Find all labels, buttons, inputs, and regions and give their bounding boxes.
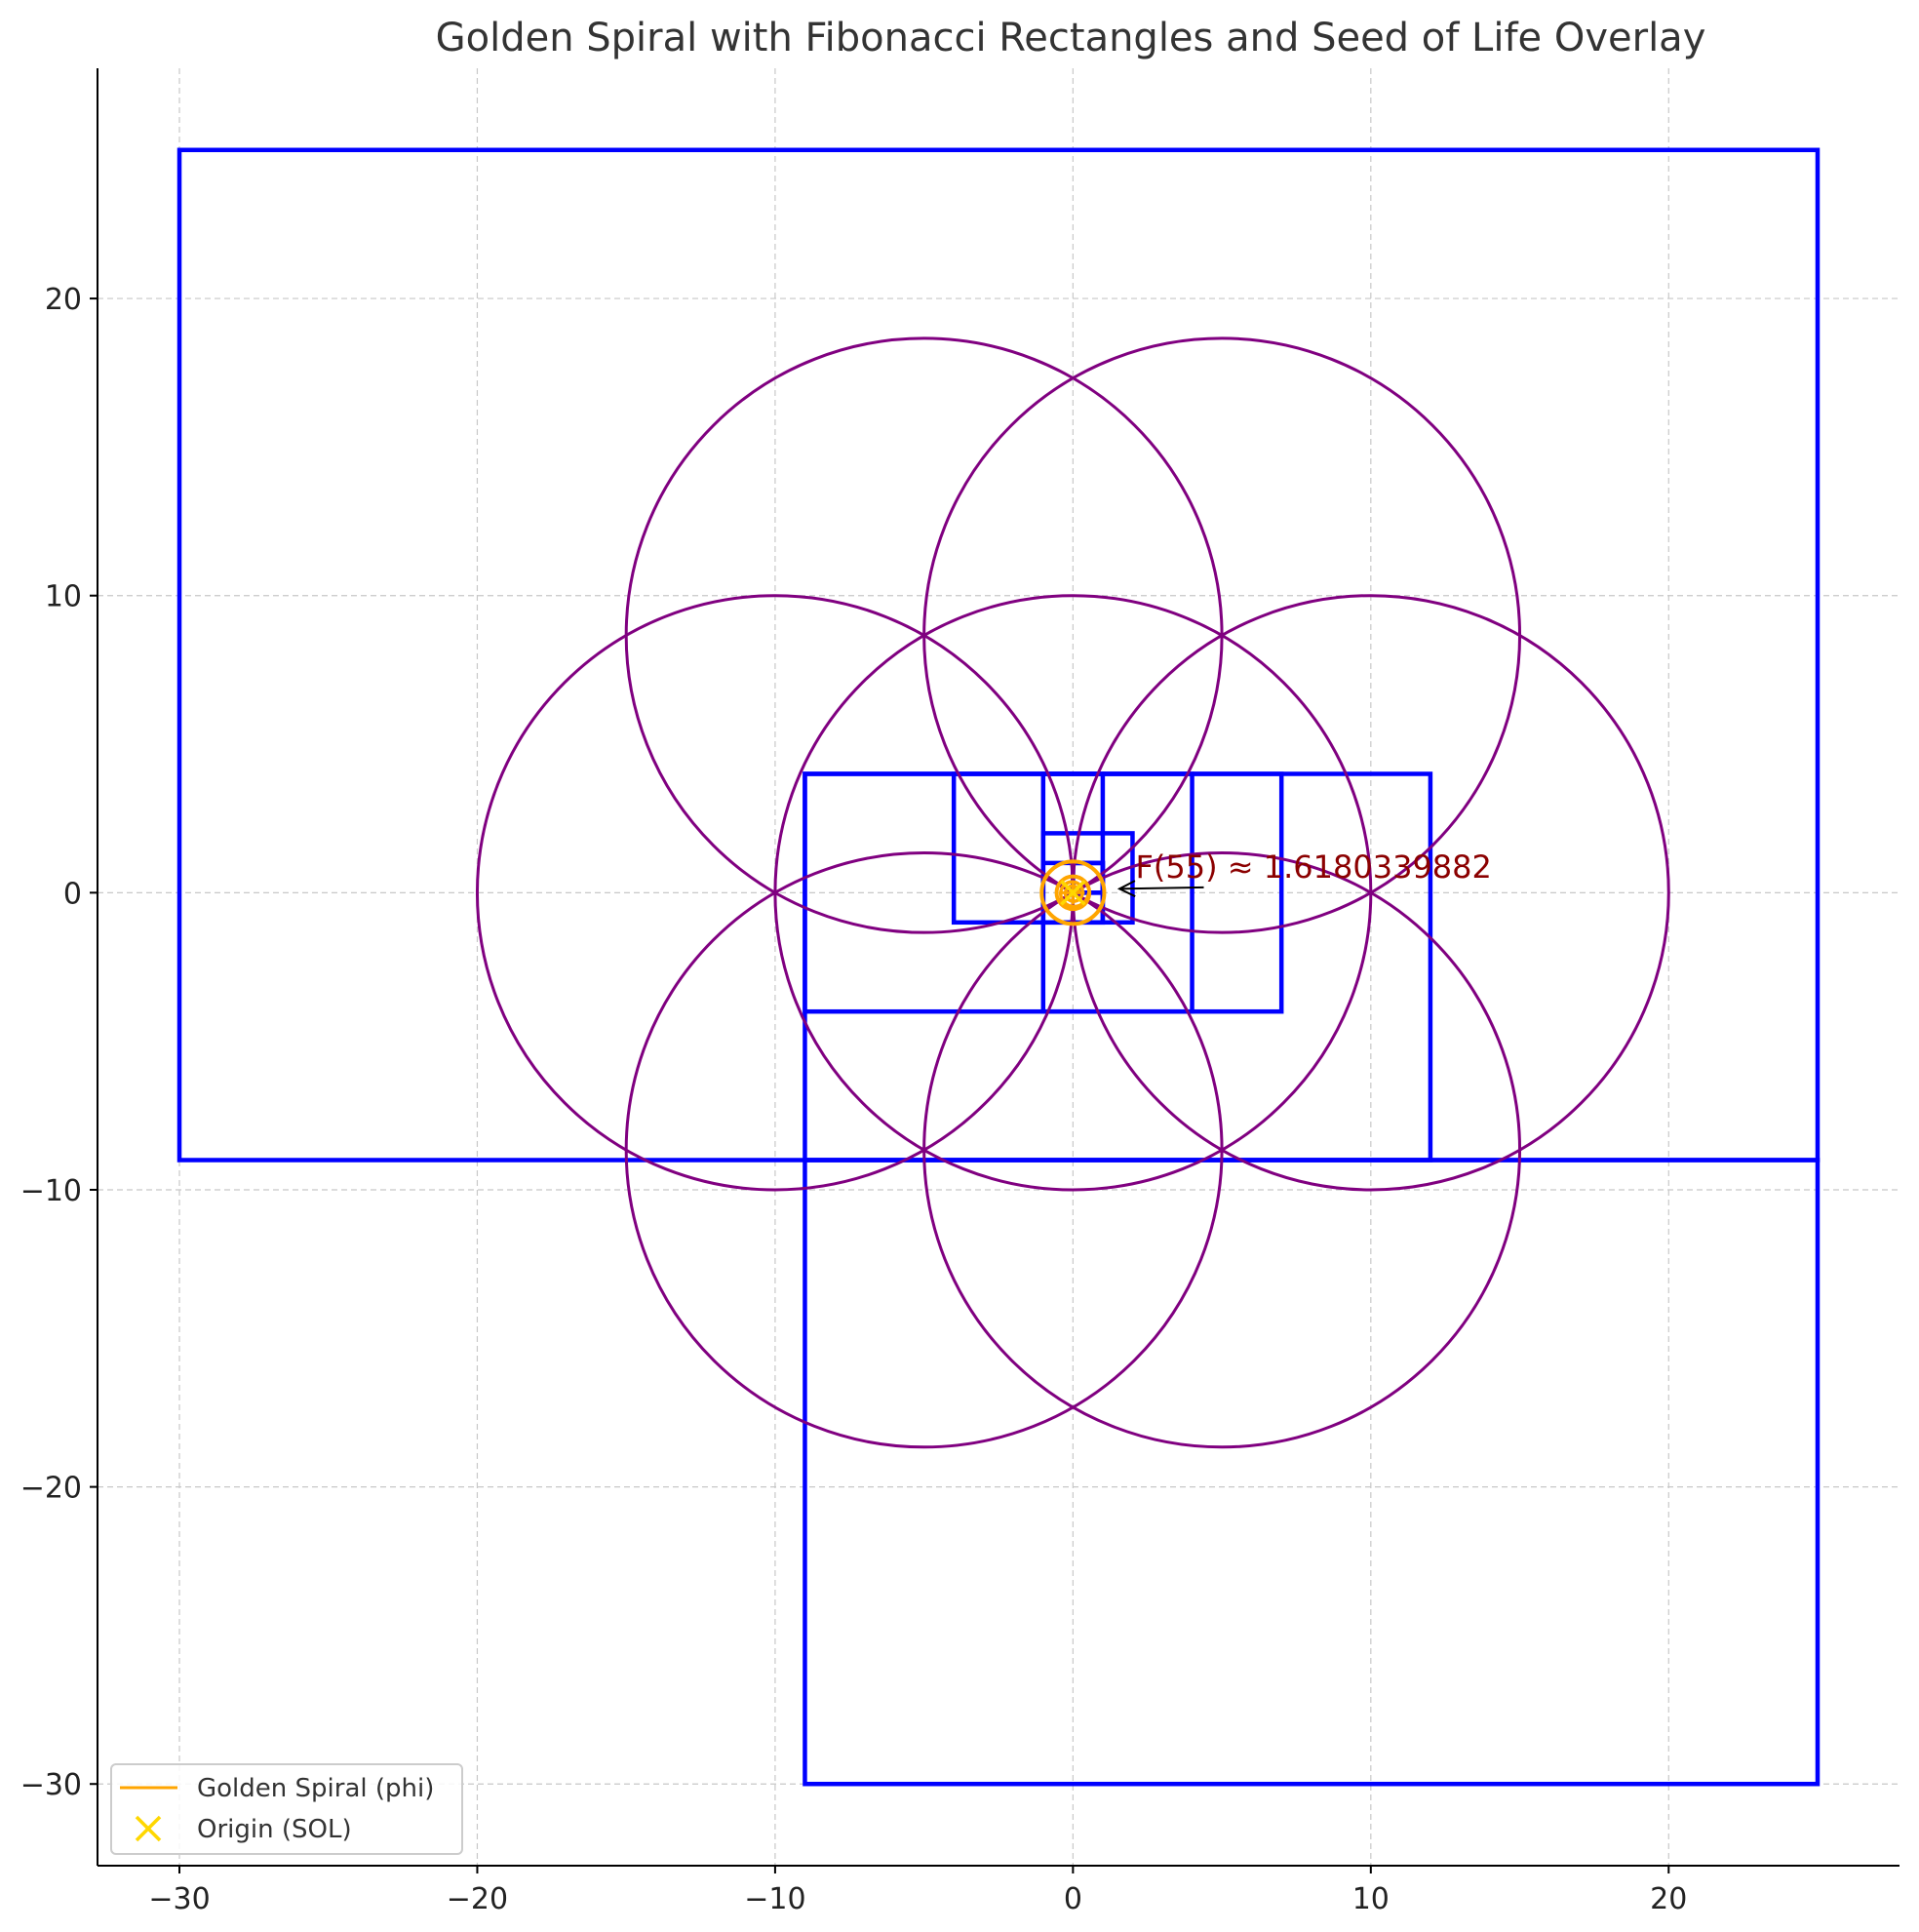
y-tick-label: 20 xyxy=(45,283,82,317)
fibonacci-rectangle xyxy=(1040,831,1135,926)
chart-title: Golden Spiral with Fibonacci Rectangles … xyxy=(436,16,1706,60)
x-tick-label: −20 xyxy=(447,1882,508,1916)
x-tick-label: −10 xyxy=(744,1882,805,1916)
y-tick-label: −30 xyxy=(20,1768,82,1802)
sol-marker-ring xyxy=(1054,874,1092,912)
fibonacci-rectangle xyxy=(176,147,1821,1163)
annotation-label: F(55) ≈ 1.6180339882 xyxy=(1136,848,1492,886)
legend-origin-label: Origin (SOL) xyxy=(197,1815,352,1844)
seed-of-life-circle xyxy=(624,851,1224,1449)
y-tick-label: −10 xyxy=(20,1174,82,1208)
origin-marker xyxy=(1060,880,1086,906)
y-tick-label: 0 xyxy=(63,877,82,911)
y-tick-label: 10 xyxy=(45,580,82,614)
grid xyxy=(98,68,1899,1866)
x-tick-label: 0 xyxy=(1064,1882,1082,1916)
legend-box xyxy=(110,1763,463,1855)
legend-x-stroke xyxy=(135,1815,162,1842)
plot-area xyxy=(176,147,1821,1787)
x-tick-label: −30 xyxy=(148,1882,210,1916)
seed-of-life-circle xyxy=(922,851,1522,1449)
x-tick-label: 10 xyxy=(1352,1882,1390,1916)
annotation-arrow xyxy=(1119,886,1204,890)
legend: Golden Spiral (phi) Origin (SOL) xyxy=(110,1763,463,1855)
annotation: F(55) ≈ 1.6180339882 xyxy=(1136,848,1492,886)
y-tick-label: −20 xyxy=(20,1472,82,1506)
axes xyxy=(97,68,1899,1867)
sol-marker-ring xyxy=(1039,859,1107,927)
legend-spiral-label: Golden Spiral (phi) xyxy=(197,1774,434,1803)
annotation-arrowhead xyxy=(1116,880,1136,897)
legend-origin-marker xyxy=(135,1815,162,1842)
ticks: −30 −20 −10 0 10 20 −30 −20 −10 0 10 20 xyxy=(20,283,1688,1916)
fibonacci-rectangle xyxy=(803,1158,1821,1787)
x-tick-label: 20 xyxy=(1650,1882,1687,1916)
